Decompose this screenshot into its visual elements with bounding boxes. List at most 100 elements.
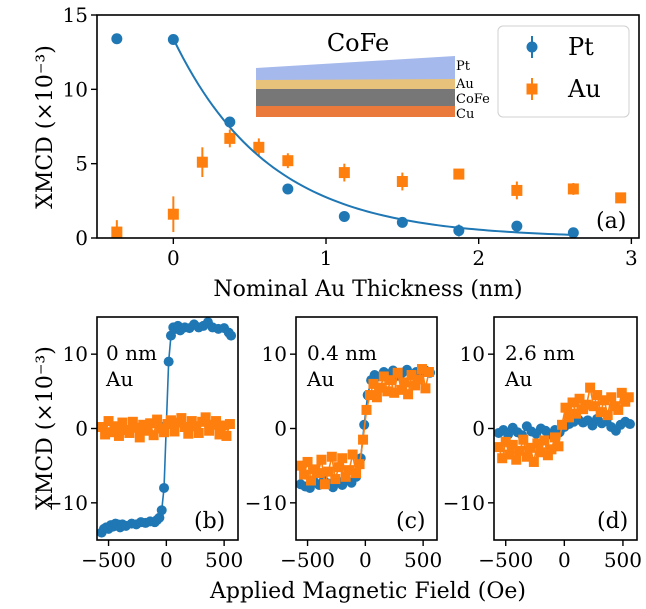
pt-point <box>282 183 294 195</box>
panel-d-thickness: 2.6 nm <box>505 341 575 365</box>
au-point <box>100 429 111 440</box>
au-point <box>103 416 114 427</box>
panel-b-plot-area <box>97 317 237 538</box>
panel-c-frame <box>295 316 438 541</box>
au-point <box>525 442 536 453</box>
au-point <box>97 422 107 433</box>
au-point <box>368 378 379 389</box>
au-point <box>351 468 362 479</box>
au-point <box>511 184 523 196</box>
au-point <box>200 412 211 423</box>
x-tick-label: 500 <box>604 548 642 572</box>
au-point <box>507 439 518 450</box>
panel-b-ylabel: XMCD (×10⁻³) <box>33 346 58 510</box>
au-point <box>338 167 350 179</box>
au-point <box>319 479 330 490</box>
legend-box <box>497 25 630 118</box>
inset-layer-pt <box>256 56 455 80</box>
au-point <box>396 176 408 188</box>
x-tick-label: 500 <box>205 548 243 572</box>
au-point <box>176 413 187 424</box>
au-point <box>347 449 358 460</box>
au-point <box>606 392 617 403</box>
au-point <box>585 382 596 393</box>
au-point <box>296 460 306 471</box>
panel-a-inset: CoFe Pt Au CoFe Cu <box>256 29 490 122</box>
au-point <box>564 412 575 423</box>
panel-a-ylabel: XMCD (×10⁻³) <box>33 45 58 209</box>
au-point <box>406 369 417 380</box>
au-point <box>113 430 124 441</box>
y-tick-label: 5 <box>75 152 88 176</box>
au-point <box>574 393 585 404</box>
legend-pt-label: Pt <box>568 33 594 61</box>
panel-b: −500 0 500 −10 0 10 0 nm Au (b) XMCD (×10⁻³) <box>33 316 243 572</box>
x-tick-label: 0 <box>167 246 180 270</box>
au-point <box>615 192 627 204</box>
panel-d-plot-area <box>494 382 635 467</box>
au-point <box>371 392 382 403</box>
y-tick-label: 10 <box>63 342 88 366</box>
panel-c-ticks: −500 0 500 −10 0 10 <box>245 342 442 572</box>
y-tick-label: 0 <box>75 417 88 441</box>
au-point <box>567 183 579 195</box>
y-tick-label: 15 <box>63 3 88 27</box>
panel-c: −500 0 500 −10 0 10 0.4 nm Au (c) <box>245 316 442 572</box>
au-point <box>145 418 156 429</box>
inset-title: CoFe <box>327 29 389 57</box>
pt-point <box>567 227 579 238</box>
field-xlabel: Applied Magnetic Field (Oe) <box>209 579 526 604</box>
panel-b-frame <box>96 316 239 541</box>
x-tick-label: 500 <box>404 548 442 572</box>
legend-pt-marker <box>526 41 538 53</box>
y-tick-label: 0 <box>472 417 485 441</box>
au-point <box>396 384 407 395</box>
au-point <box>323 466 334 477</box>
au-point <box>179 422 190 433</box>
au-point <box>392 367 403 378</box>
x-tick-label: −500 <box>81 548 136 572</box>
au-point <box>549 432 560 443</box>
au-point <box>152 414 163 425</box>
au-point <box>375 382 386 393</box>
au-point <box>326 451 337 462</box>
au-point <box>141 425 152 436</box>
panel-c-material: Au <box>306 367 334 391</box>
au-point <box>124 427 135 438</box>
au-point <box>127 416 138 427</box>
au-point <box>420 383 431 394</box>
inset-label-cu: Cu <box>456 107 474 122</box>
au-point <box>399 377 410 388</box>
au-point <box>592 390 603 401</box>
panel-a-frame <box>96 14 640 239</box>
au-point <box>494 442 504 453</box>
au-point <box>131 422 142 433</box>
au-point <box>186 416 197 427</box>
inset-layer-cofe <box>256 89 455 106</box>
au-point <box>497 453 508 464</box>
au-point <box>385 375 396 386</box>
pt-point <box>159 482 170 493</box>
au-point <box>110 421 121 432</box>
au-point <box>521 451 532 462</box>
pt-point <box>226 330 237 341</box>
au-point <box>134 432 145 443</box>
au-point <box>344 465 355 476</box>
au-point <box>354 459 365 470</box>
panel-a-ticks: 0 1 2 3 0 5 10 15 <box>63 3 638 270</box>
au-point <box>560 402 571 413</box>
au-point <box>410 380 421 391</box>
x-tick-label: 2 <box>472 246 485 270</box>
au-point <box>389 387 400 398</box>
panel-b-thickness: 0 nm <box>106 341 157 365</box>
panel-a-label: (a) <box>596 209 626 234</box>
au-point <box>159 427 170 438</box>
au-point <box>514 445 525 456</box>
x-tick-label: 0 <box>359 548 372 572</box>
au-point <box>302 456 313 467</box>
inset-layer-cu <box>256 106 455 117</box>
y-tick-label: 0 <box>75 226 88 250</box>
au-point <box>532 438 543 449</box>
fit-curve <box>172 38 574 236</box>
